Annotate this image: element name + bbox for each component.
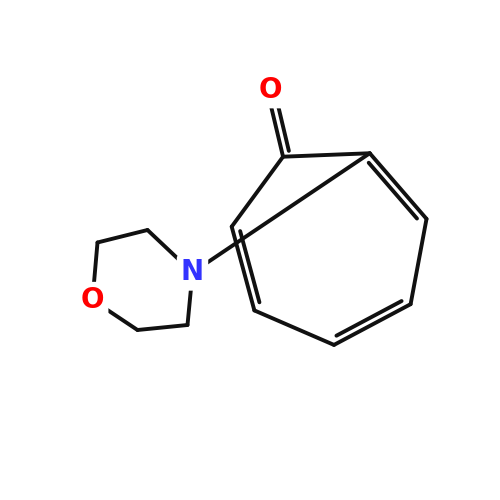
- Text: O: O: [81, 286, 104, 314]
- Text: N: N: [181, 258, 204, 286]
- Text: O: O: [259, 76, 282, 104]
